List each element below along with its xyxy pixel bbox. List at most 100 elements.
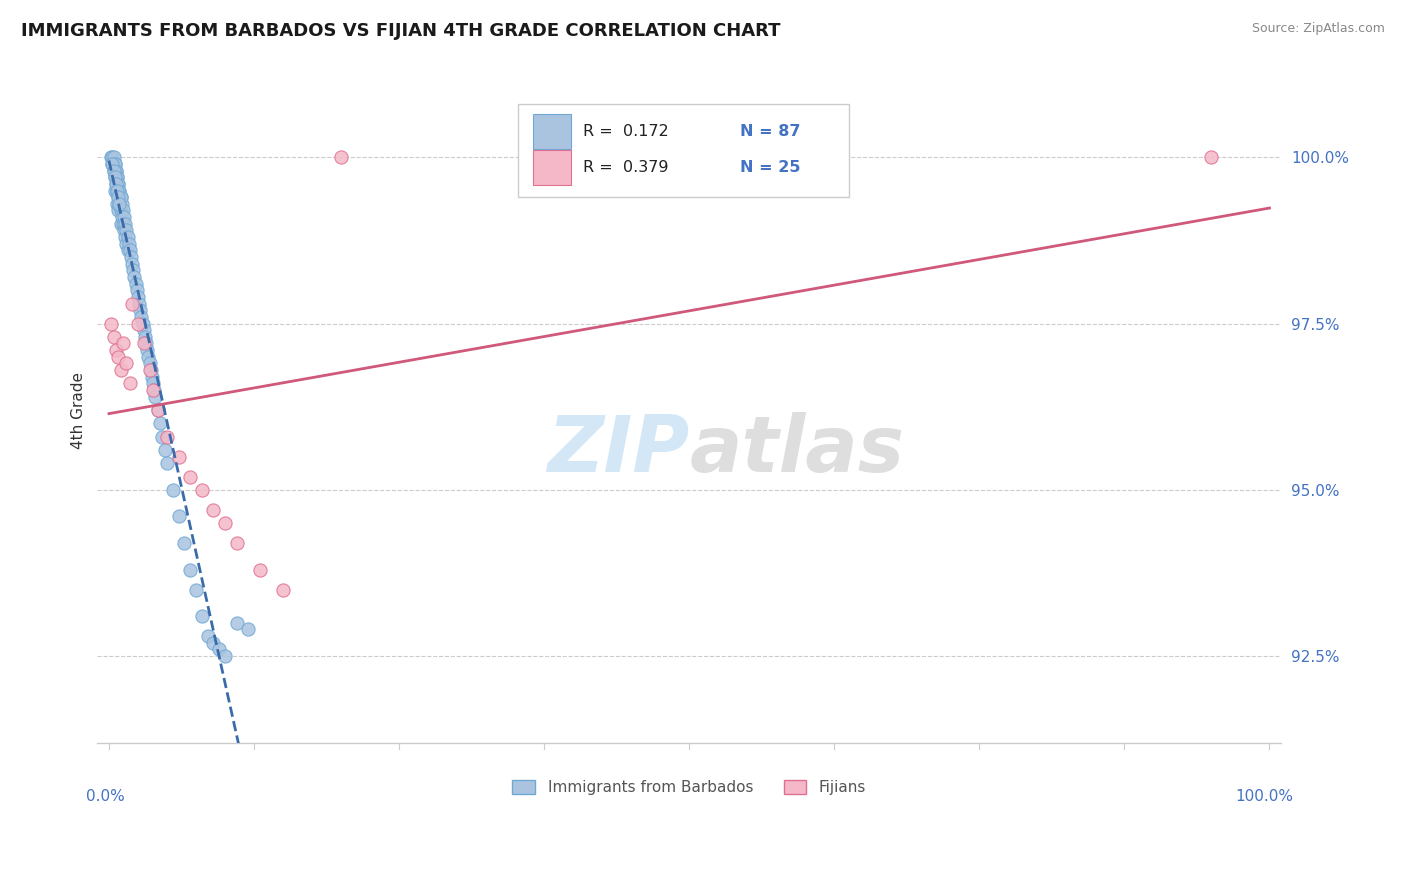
Point	[138, 356, 160, 370]
Point	[101, 150, 124, 164]
Point	[108, 196, 131, 211]
Point	[225, 615, 247, 630]
Point	[156, 456, 179, 470]
Point	[179, 469, 201, 483]
Text: Source: ZipAtlas.com: Source: ZipAtlas.com	[1251, 22, 1385, 36]
Point	[153, 442, 176, 457]
Point	[108, 184, 131, 198]
Point	[141, 369, 163, 384]
Point	[107, 177, 129, 191]
Point	[118, 376, 141, 391]
Point	[167, 450, 190, 464]
Point	[111, 203, 134, 218]
Text: R =  0.172: R = 0.172	[582, 124, 668, 139]
Point	[150, 429, 173, 443]
Point	[104, 157, 127, 171]
Point	[156, 429, 179, 443]
Point	[101, 157, 124, 171]
FancyBboxPatch shape	[533, 114, 571, 149]
Point	[208, 642, 231, 657]
Point	[1201, 150, 1223, 164]
Point	[128, 296, 150, 310]
Point	[107, 190, 129, 204]
Point	[104, 163, 127, 178]
FancyBboxPatch shape	[533, 150, 571, 185]
Point	[107, 190, 129, 204]
Point	[129, 303, 152, 318]
Point	[125, 283, 148, 297]
Point	[117, 244, 139, 258]
Point	[271, 582, 294, 597]
Point	[101, 157, 124, 171]
Point	[121, 257, 143, 271]
Point	[111, 217, 134, 231]
Point	[108, 184, 131, 198]
Point	[100, 317, 122, 331]
Point	[107, 177, 129, 191]
Point	[103, 330, 125, 344]
Point	[191, 609, 214, 624]
Point	[127, 290, 149, 304]
Point	[104, 177, 127, 191]
Point	[146, 403, 169, 417]
Text: N = 25: N = 25	[740, 160, 800, 175]
Point	[139, 363, 162, 377]
Point	[104, 163, 127, 178]
Point	[107, 203, 129, 218]
Point	[179, 563, 201, 577]
Point	[214, 649, 236, 664]
Point	[118, 236, 141, 251]
Point	[214, 516, 236, 530]
Text: 100.0%: 100.0%	[1234, 789, 1294, 804]
Point	[105, 184, 128, 198]
Point	[131, 317, 153, 331]
Point	[138, 350, 160, 364]
Point	[111, 196, 134, 211]
Point	[127, 317, 149, 331]
Point	[132, 323, 155, 337]
Point	[107, 350, 129, 364]
Point	[112, 223, 135, 237]
Point	[145, 390, 167, 404]
Point	[105, 184, 128, 198]
Point	[143, 383, 166, 397]
Point	[114, 217, 136, 231]
Point	[330, 150, 353, 164]
Point	[184, 582, 207, 597]
Text: R =  0.379: R = 0.379	[582, 160, 668, 175]
Text: atlas: atlas	[689, 412, 904, 488]
Point	[103, 163, 125, 178]
Text: IMMIGRANTS FROM BARBADOS VS FIJIAN 4TH GRADE CORRELATION CHART: IMMIGRANTS FROM BARBADOS VS FIJIAN 4TH G…	[21, 22, 780, 40]
Point	[202, 502, 225, 516]
Point	[122, 263, 145, 277]
Point	[115, 223, 138, 237]
Point	[104, 157, 127, 171]
Y-axis label: 4th Grade: 4th Grade	[72, 371, 86, 449]
Point	[104, 170, 127, 185]
Point	[191, 483, 214, 497]
Point	[111, 336, 134, 351]
Point	[120, 250, 142, 264]
Point	[105, 170, 128, 185]
Legend: Immigrants from Barbados, Fijians: Immigrants from Barbados, Fijians	[506, 774, 872, 801]
Point	[136, 343, 159, 358]
Point	[202, 636, 225, 650]
Point	[103, 150, 125, 164]
Text: N = 87: N = 87	[740, 124, 800, 139]
Point	[108, 196, 131, 211]
Point	[149, 417, 172, 431]
Text: ZIP: ZIP	[547, 412, 689, 488]
Point	[142, 383, 165, 397]
Point	[134, 330, 156, 344]
Point	[110, 190, 132, 204]
Point	[117, 230, 139, 244]
Point	[131, 310, 153, 324]
Point	[104, 170, 127, 185]
Point	[225, 536, 247, 550]
Point	[115, 356, 138, 370]
Point	[114, 230, 136, 244]
Point	[112, 210, 135, 224]
Point	[249, 563, 271, 577]
Point	[197, 629, 219, 643]
Point	[138, 363, 160, 377]
